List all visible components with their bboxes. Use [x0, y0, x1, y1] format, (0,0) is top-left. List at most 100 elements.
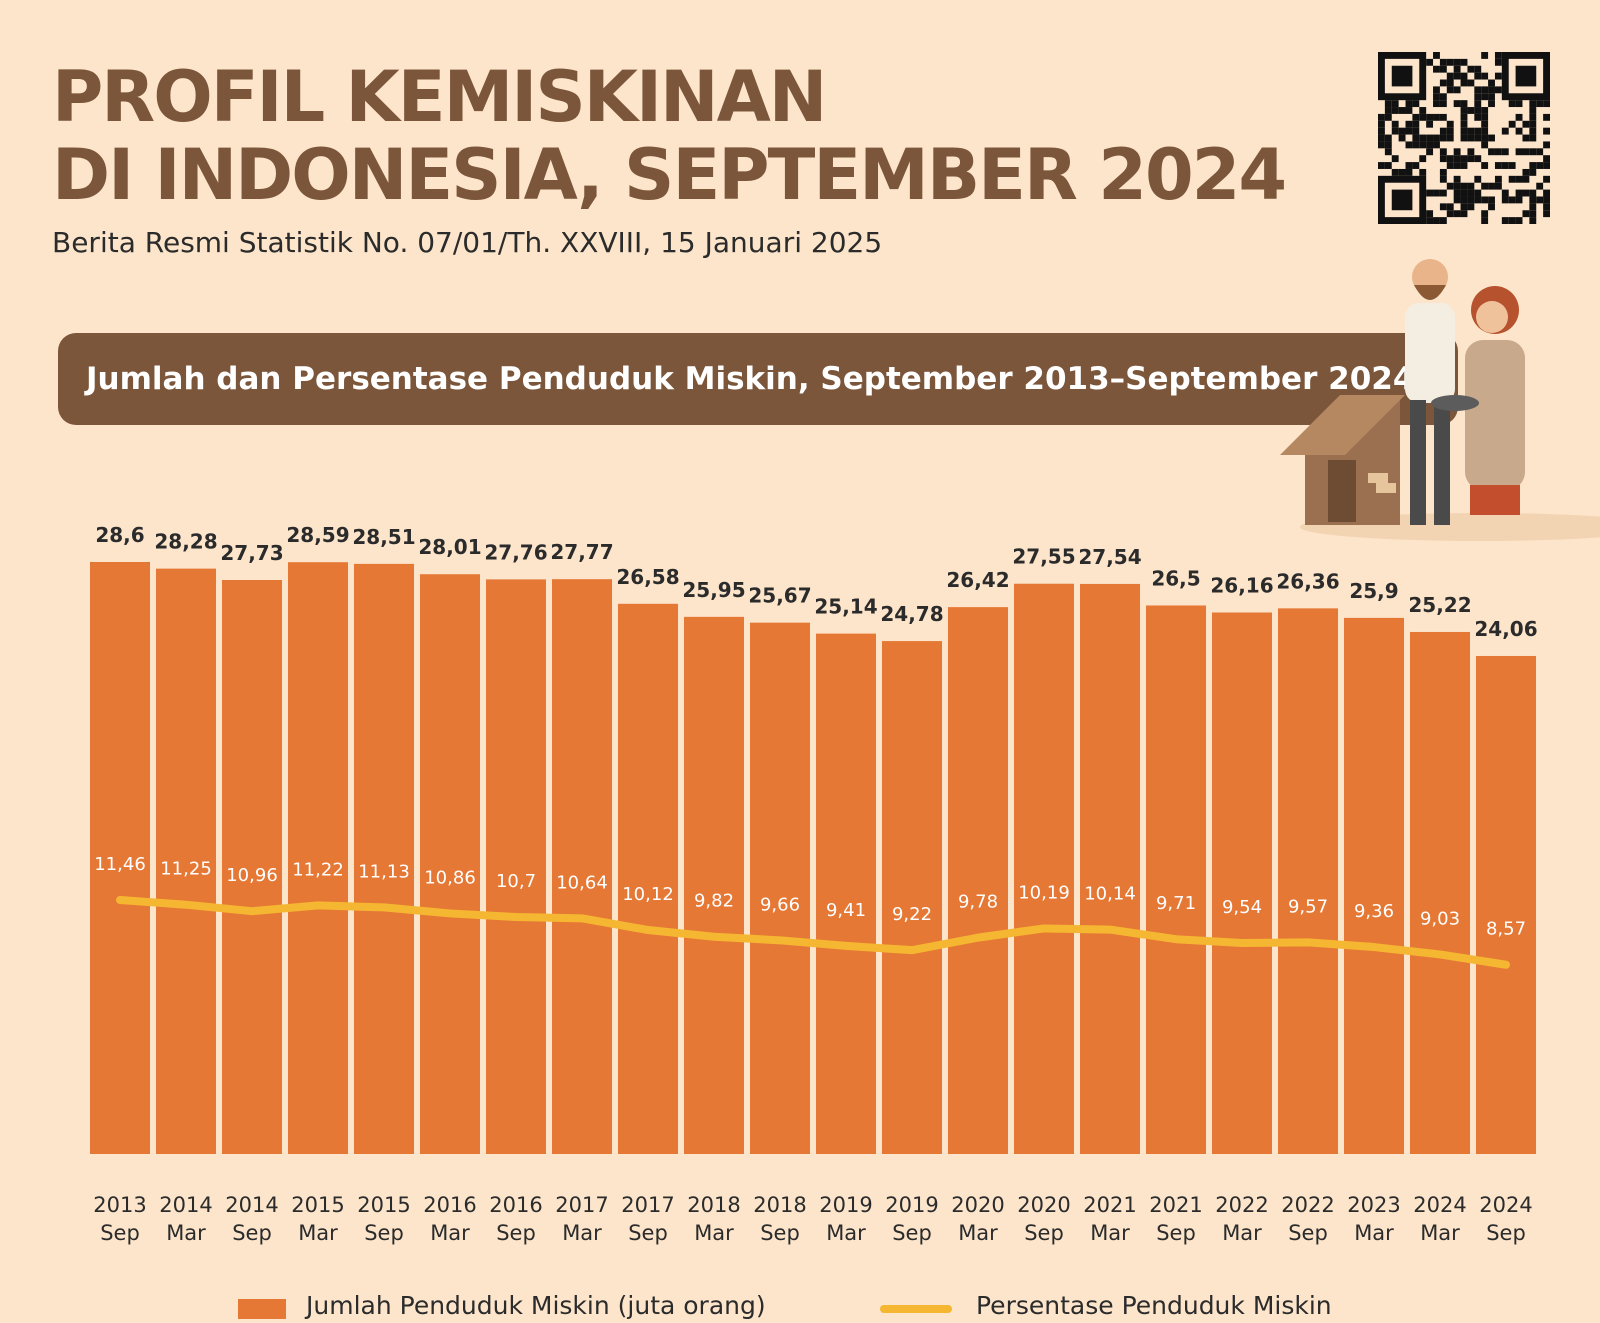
x-tick-year: 2022: [1215, 1193, 1268, 1217]
line-value-label: 11,13: [358, 861, 410, 882]
x-tick-year: 2020: [1017, 1193, 1070, 1217]
page-subtitle: Berita Resmi Statistik No. 07/01/Th. XXV…: [52, 226, 883, 259]
line-value-label: 10,14: [1084, 884, 1136, 905]
line-value-label: 10,86: [424, 867, 476, 888]
line-value-label: 9,36: [1354, 901, 1394, 922]
bar: [1212, 612, 1272, 1154]
line-value-label: 10,12: [622, 884, 674, 905]
line-value-label: 9,78: [958, 892, 998, 913]
x-tick-year: 2018: [753, 1193, 806, 1217]
x-tick-year: 2021: [1149, 1193, 1202, 1217]
x-tick-month: Mar: [562, 1221, 602, 1245]
bar-value-label: 26,42: [946, 568, 1009, 592]
x-tick-year: 2013: [93, 1193, 146, 1217]
bar: [1476, 655, 1536, 1154]
x-tick-month: Sep: [364, 1221, 404, 1245]
x-tick-month: Sep: [1024, 1221, 1064, 1245]
legend-bar-label: Jumlah Penduduk Miskin (juta orang): [306, 1291, 766, 1320]
x-tick-month: Mar: [1090, 1221, 1130, 1245]
line-value-label: 10,7: [496, 871, 536, 892]
legend-bar-swatch: [238, 1299, 286, 1319]
bar: [354, 563, 414, 1154]
line-value-label: 10,96: [226, 865, 278, 886]
bar-value-label: 25,67: [748, 584, 811, 608]
bar-value-label: 26,16: [1210, 574, 1273, 598]
chart-title-banner: Jumlah dan Persentase Penduduk Miskin, S…: [58, 333, 1458, 425]
bar-value-label: 28,59: [286, 523, 349, 547]
x-tick-month: Mar: [430, 1221, 470, 1245]
x-tick-month: Sep: [1486, 1221, 1526, 1245]
bar-value-label: 27,73: [220, 541, 283, 565]
bar: [222, 580, 282, 1154]
bar-value-label: 25,22: [1408, 593, 1471, 617]
x-tick-year: 2015: [291, 1193, 344, 1217]
line-value-label: 9,41: [826, 900, 866, 921]
bar: [420, 574, 480, 1154]
x-tick-month: Sep: [232, 1221, 272, 1245]
x-tick-year: 2017: [621, 1193, 674, 1217]
x-tick-month: Sep: [1156, 1221, 1196, 1245]
x-tick-year: 2020: [951, 1193, 1004, 1217]
bar: [684, 616, 744, 1154]
line-value-label: 10,64: [556, 872, 608, 893]
x-tick-month: Mar: [298, 1221, 338, 1245]
line-value-label: 9,22: [892, 904, 932, 925]
x-tick-year: 2021: [1083, 1193, 1136, 1217]
x-tick-month: Sep: [1288, 1221, 1328, 1245]
x-tick-year: 2024: [1413, 1193, 1466, 1217]
x-tick-month: Mar: [1354, 1221, 1394, 1245]
poverty-chart: 28,6 2013 Sep 11,46 28,28 2014 Mar 11,25 27,73 20…: [90, 523, 1538, 1245]
bar: [882, 641, 942, 1154]
bar: [552, 579, 612, 1154]
bar-value-label: 24,78: [880, 602, 943, 626]
x-tick-year: 2017: [555, 1193, 608, 1217]
percentage-line: [116, 896, 1510, 969]
line-value-label: 9,03: [1420, 908, 1460, 929]
x-tick-month: Mar: [1222, 1221, 1262, 1245]
line-value-label: 11,22: [292, 859, 344, 880]
x-tick-year: 2014: [159, 1193, 212, 1217]
line-value-label: 11,25: [160, 859, 212, 880]
x-tick-year: 2022: [1281, 1193, 1334, 1217]
bar-value-label: 27,54: [1078, 545, 1141, 569]
x-tick-month: Mar: [166, 1221, 206, 1245]
bar-value-label: 28,01: [418, 535, 481, 559]
bar-value-label: 26,58: [616, 565, 679, 589]
x-tick-month: Sep: [496, 1221, 536, 1245]
line-value-label: 10,19: [1018, 882, 1070, 903]
bar: [1410, 631, 1470, 1154]
x-tick-month: Sep: [628, 1221, 668, 1245]
bar-value-label: 28,51: [352, 525, 415, 549]
legend: Jumlah Penduduk Miskin (juta orang) Pers…: [0, 1291, 1600, 1323]
x-tick-month: Mar: [1420, 1221, 1460, 1245]
page-title: PROFIL KEMISKINAN DI INDONESIA, SEPTEMBE…: [52, 56, 1287, 216]
line-value-label: 8,57: [1486, 919, 1526, 940]
bar-value-label: 24,06: [1474, 617, 1537, 641]
x-tick-year: 2019: [819, 1193, 872, 1217]
x-tick-month: Mar: [826, 1221, 866, 1245]
bar-value-label: 25,95: [682, 578, 745, 602]
x-tick-year: 2024: [1479, 1193, 1532, 1217]
poor-family-house-illustration: [1280, 259, 1600, 541]
qr-code-icon[interactable]: [1378, 52, 1550, 224]
line-value-label: 9,57: [1288, 896, 1328, 917]
bar-value-label: 26,5: [1151, 566, 1200, 590]
bar: [816, 633, 876, 1154]
x-tick-year: 2019: [885, 1193, 938, 1217]
x-tick-month: Mar: [958, 1221, 998, 1245]
bar-value-label: 27,55: [1012, 545, 1075, 569]
line-value-label: 9,71: [1156, 893, 1196, 914]
bar: [288, 562, 348, 1154]
legend-line-label: Persentase Penduduk Miskin: [976, 1291, 1332, 1320]
x-tick-year: 2023: [1347, 1193, 1400, 1217]
bar-value-label: 27,77: [550, 540, 613, 564]
x-tick-month: Mar: [694, 1221, 734, 1245]
line-value-label: 11,46: [94, 854, 146, 875]
bar-value-label: 28,6: [95, 523, 144, 547]
bar-value-label: 25,9: [1349, 579, 1398, 603]
chart-title: Jumlah dan Persentase Penduduk Miskin, S…: [86, 361, 1415, 397]
line-value-label: 9,54: [1222, 897, 1262, 918]
x-tick-month: Sep: [892, 1221, 932, 1245]
bar: [948, 607, 1008, 1154]
bar: [1344, 617, 1404, 1154]
